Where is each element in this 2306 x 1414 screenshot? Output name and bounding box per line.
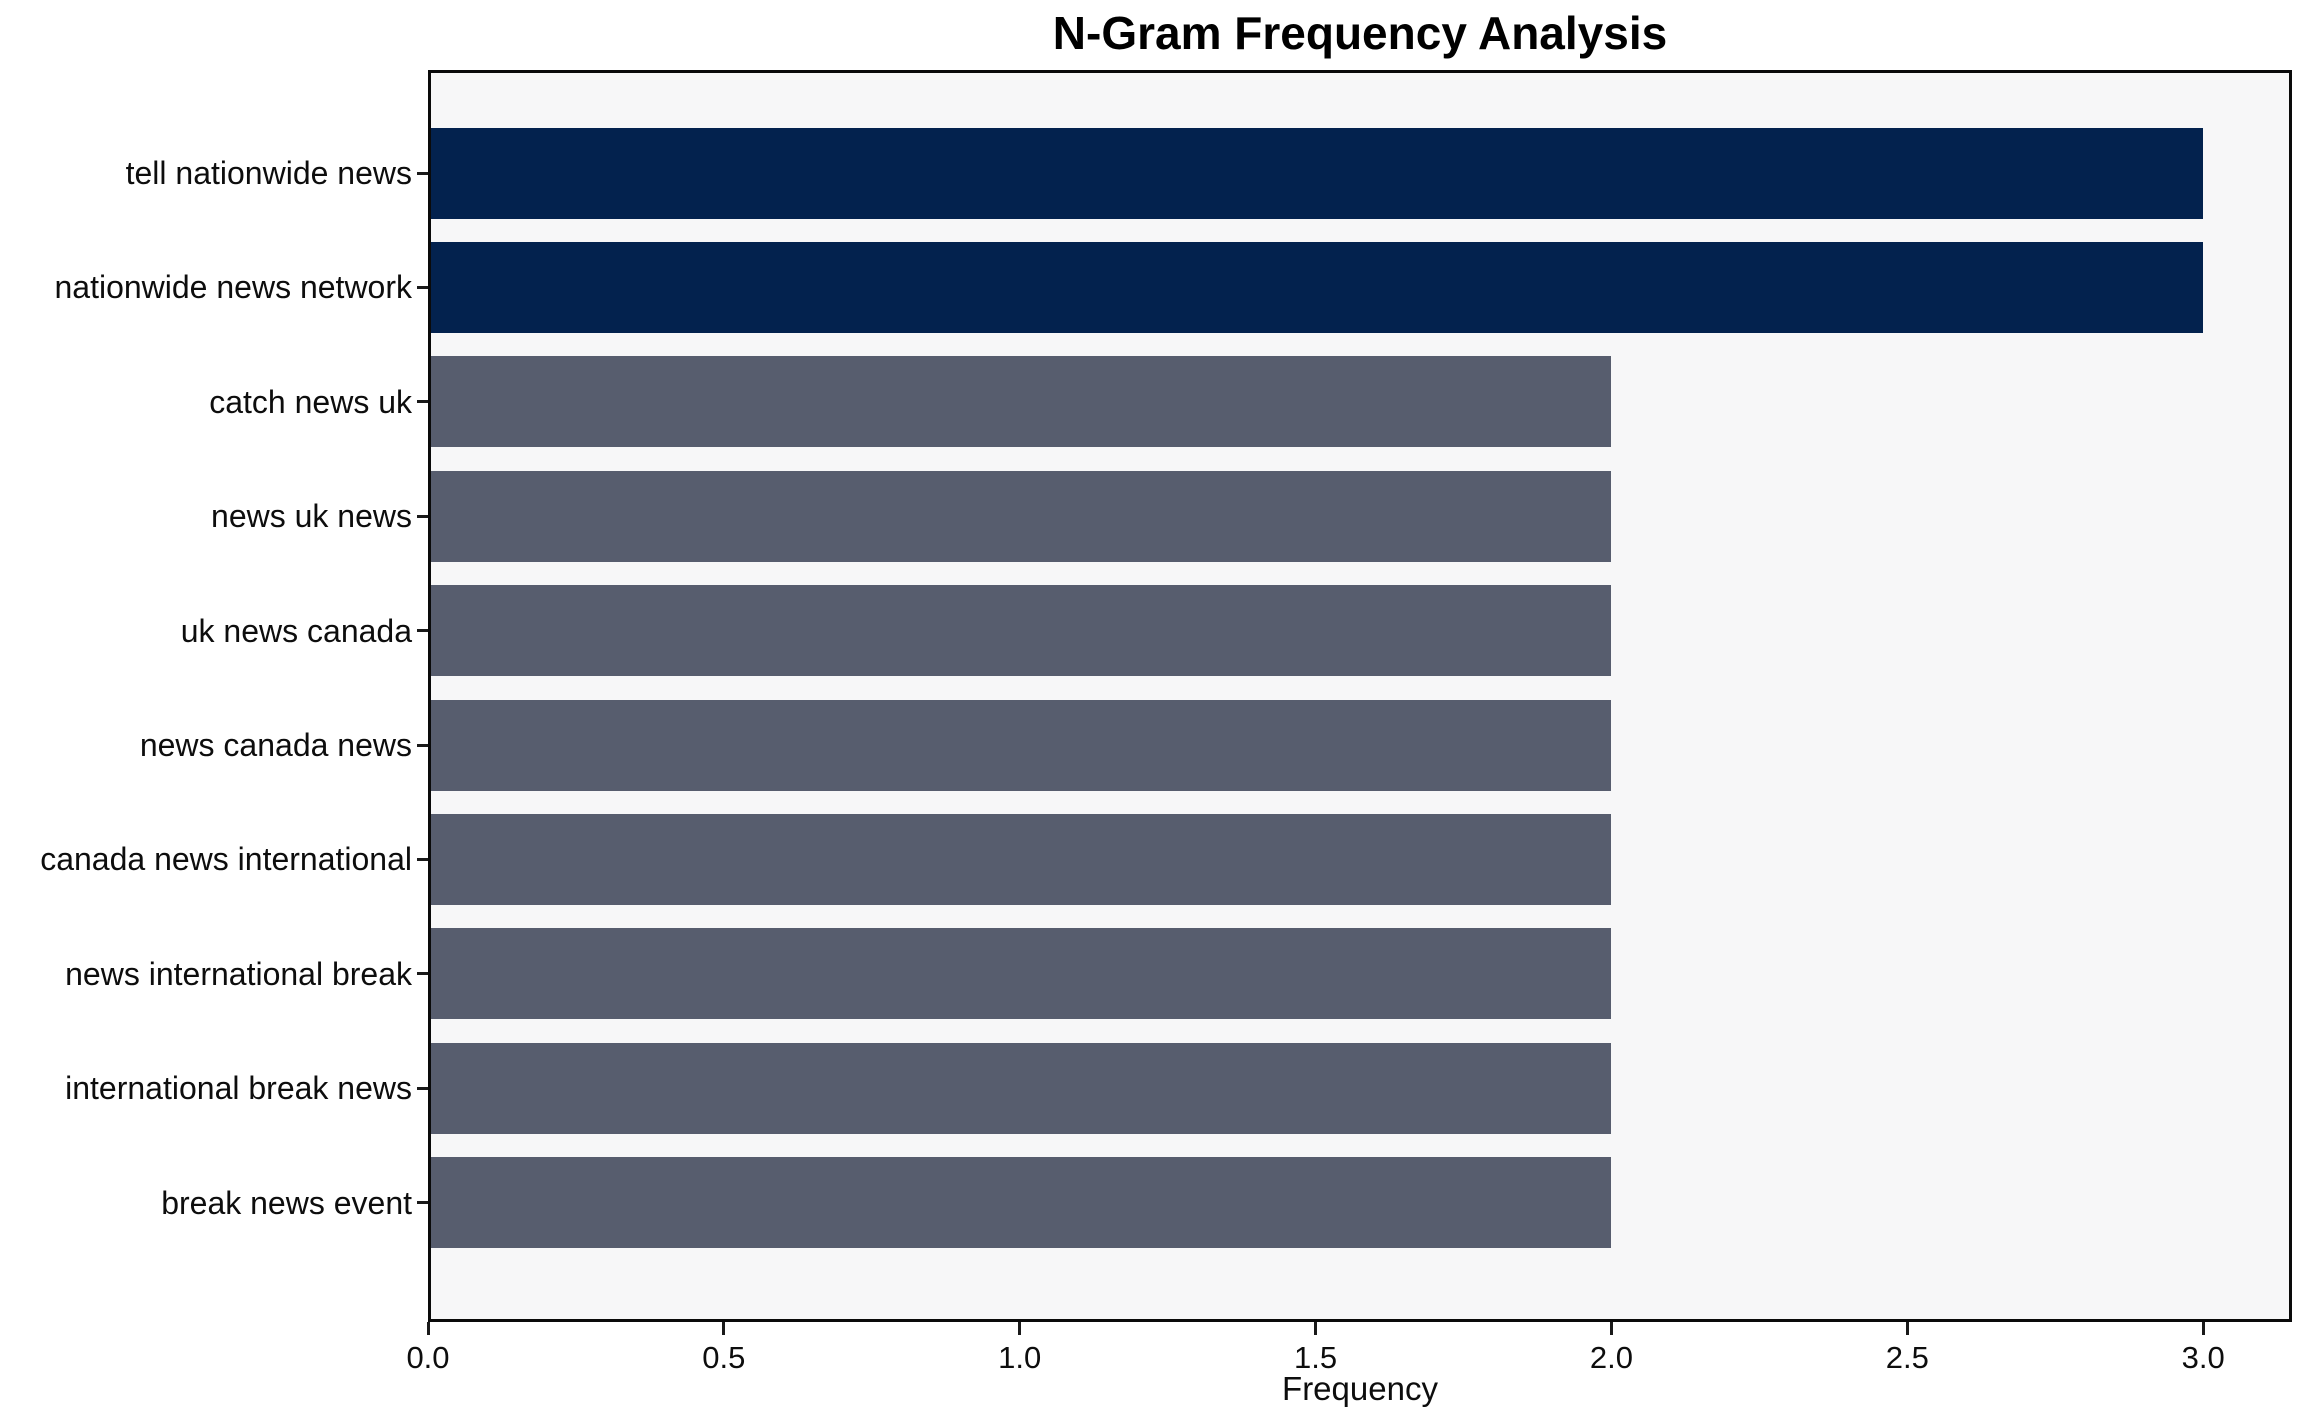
y-tick-mark bbox=[417, 972, 428, 976]
y-tick-label: uk news canada bbox=[180, 612, 412, 649]
y-tick-label: news uk news bbox=[211, 498, 412, 535]
y-tick-mark bbox=[417, 857, 428, 861]
x-tick-label: 0.5 bbox=[702, 1340, 746, 1375]
bar-news-canada-news bbox=[428, 699, 1612, 791]
x-tick-label: 0.0 bbox=[406, 1340, 450, 1375]
y-tick-mark bbox=[417, 1201, 428, 1205]
bar-uk-news-canada bbox=[428, 585, 1612, 677]
y-tick-mark bbox=[417, 285, 428, 289]
y-tick-label: canada news international bbox=[40, 841, 412, 878]
x-tick-mark bbox=[1018, 1322, 1022, 1335]
y-tick-label: break news event bbox=[161, 1184, 412, 1221]
x-tick-mark bbox=[722, 1322, 726, 1335]
x-tick-mark bbox=[1905, 1322, 1909, 1335]
x-tick-mark bbox=[426, 1322, 430, 1335]
bar-canada-news-international bbox=[428, 813, 1612, 905]
bar-international-break-news bbox=[428, 1042, 1612, 1134]
y-tick-mark bbox=[417, 171, 428, 175]
bar-news-uk-news bbox=[428, 470, 1612, 562]
x-tick-label: 2.0 bbox=[1589, 1340, 1634, 1375]
y-tick-mark bbox=[417, 629, 428, 633]
y-tick-mark bbox=[417, 1086, 428, 1090]
y-tick-label: news canada news bbox=[139, 727, 412, 763]
x-tick-label: 1.5 bbox=[1294, 1340, 1338, 1375]
y-tick-label: catch news uk bbox=[209, 383, 412, 420]
x-tick-label: 1.0 bbox=[998, 1340, 1042, 1375]
plot-area bbox=[428, 70, 2292, 1322]
x-tick-mark bbox=[1314, 1322, 1318, 1335]
bar-tell-nationwide-news bbox=[428, 127, 2204, 219]
x-axis-label: Frequency bbox=[1282, 1370, 1438, 1407]
y-tick-label: international break news bbox=[65, 1070, 412, 1107]
bar-break-news-event bbox=[428, 1157, 1612, 1249]
y-tick-mark bbox=[417, 743, 428, 747]
x-tick-label: 3.0 bbox=[2181, 1340, 2225, 1375]
y-tick-mark bbox=[417, 400, 428, 404]
y-tick-label: tell nationwide news bbox=[125, 155, 412, 191]
y-tick-label: news international break bbox=[65, 955, 412, 992]
bar-catch-news-uk bbox=[428, 356, 1612, 448]
x-tick-mark bbox=[2201, 1322, 2205, 1335]
x-tick-mark bbox=[1609, 1322, 1613, 1335]
x-tick-label: 2.5 bbox=[1885, 1340, 1929, 1375]
chart-title: N-Gram Frequency Analysis bbox=[1052, 7, 1668, 59]
bar-news-international-break bbox=[428, 928, 1612, 1020]
y-tick-label: nationwide news network bbox=[54, 269, 412, 306]
y-tick-mark bbox=[417, 514, 428, 518]
bar-nationwide-news-network bbox=[428, 241, 2204, 333]
